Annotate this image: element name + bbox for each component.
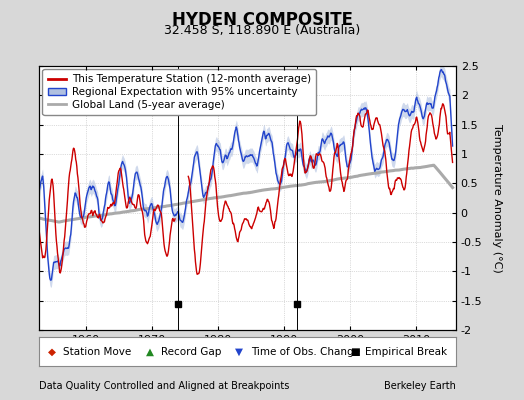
Text: Station Move: Station Move	[63, 346, 132, 357]
Text: Time of Obs. Change: Time of Obs. Change	[251, 346, 360, 357]
Legend: This Temperature Station (12-month average), Regional Expectation with 95% uncer: This Temperature Station (12-month avera…	[42, 69, 316, 115]
Text: ▼: ▼	[235, 346, 243, 357]
Text: ▲: ▲	[146, 346, 154, 357]
Text: ◆: ◆	[48, 346, 56, 357]
Text: Empirical Break: Empirical Break	[365, 346, 447, 357]
Text: HYDEN COMPOSITE: HYDEN COMPOSITE	[171, 11, 353, 29]
Y-axis label: Temperature Anomaly (°C): Temperature Anomaly (°C)	[492, 124, 502, 272]
Text: ■: ■	[350, 346, 359, 357]
Text: Record Gap: Record Gap	[161, 346, 222, 357]
Text: 32.458 S, 118.890 E (Australia): 32.458 S, 118.890 E (Australia)	[164, 24, 360, 37]
Text: Berkeley Earth: Berkeley Earth	[384, 381, 456, 391]
Text: Data Quality Controlled and Aligned at Breakpoints: Data Quality Controlled and Aligned at B…	[39, 381, 290, 391]
